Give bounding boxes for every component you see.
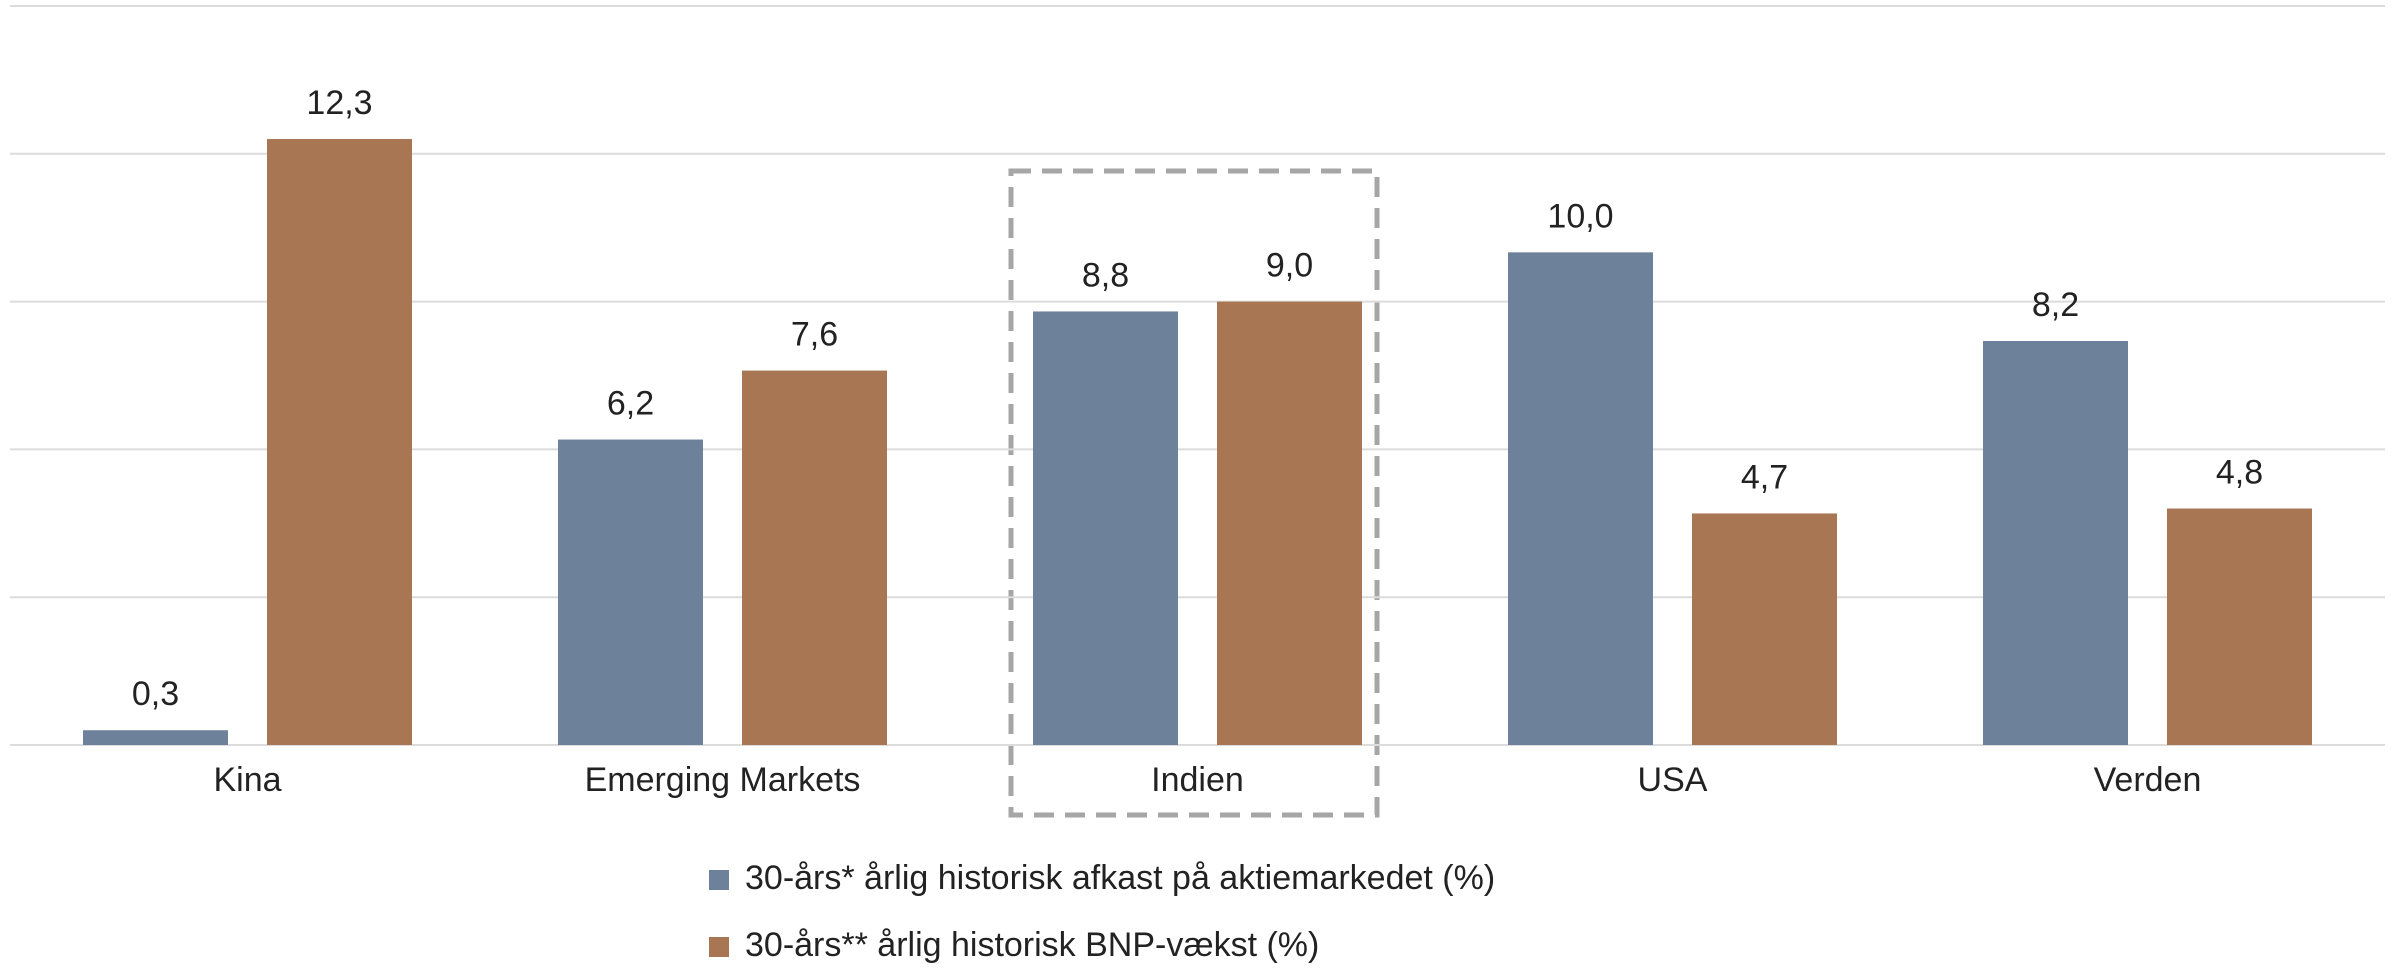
bar <box>267 139 412 745</box>
bar <box>83 730 228 745</box>
x-tick-label: USA <box>1638 761 1708 799</box>
bar <box>1217 301 1362 745</box>
x-tick-label: Indien <box>1151 761 1244 799</box>
value-label: 12,3 <box>306 84 372 122</box>
legend-swatch <box>709 937 729 957</box>
value-label: 8,8 <box>1082 256 1129 294</box>
bar <box>1983 341 2128 745</box>
value-label: 9,0 <box>1266 247 1313 285</box>
bar <box>1508 252 1653 746</box>
value-label: 0,3 <box>132 675 179 713</box>
legend-label: 30-års* årlig historisk afkast på aktiem… <box>745 859 1495 897</box>
x-tick-label: Emerging Markets <box>585 761 861 799</box>
value-label: 4,8 <box>2216 454 2263 492</box>
bar <box>1033 311 1178 745</box>
bar <box>2167 508 2312 745</box>
value-label: 6,2 <box>607 385 654 423</box>
x-tick-label: Verden <box>2094 761 2202 799</box>
x-tick-label: Kina <box>213 761 281 799</box>
bar <box>558 439 703 745</box>
bar <box>1692 513 1837 745</box>
highlight-box <box>1008 168 1380 818</box>
legend-swatch <box>709 870 729 890</box>
bar <box>742 370 887 745</box>
legend-label: 30-års** årlig historisk BNP-vækst (%) <box>745 926 1319 964</box>
value-label: 10,0 <box>1547 197 1613 235</box>
value-label: 7,6 <box>791 316 838 354</box>
value-label: 8,2 <box>2032 286 2079 324</box>
value-label: 4,7 <box>1741 458 1788 496</box>
